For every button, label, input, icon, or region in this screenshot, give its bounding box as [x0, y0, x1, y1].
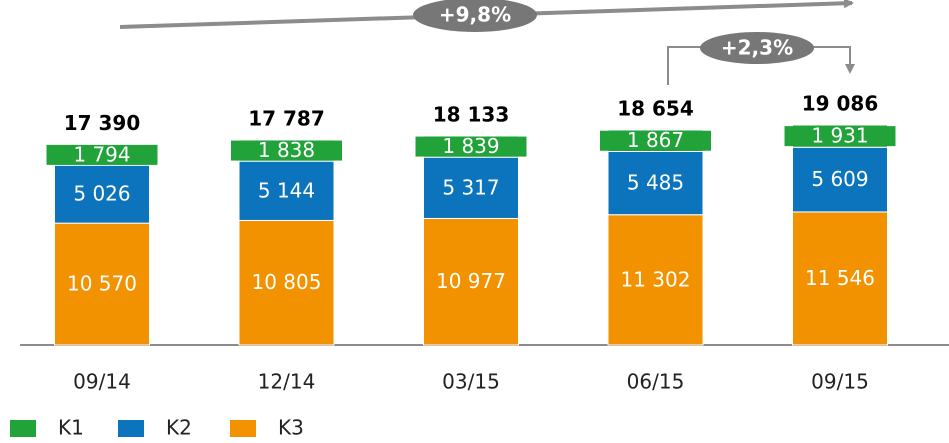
data-label: 10 805: [252, 270, 322, 294]
data-label: 1 838: [258, 138, 315, 162]
total-label: 18 654: [617, 96, 694, 120]
annotation: +2,3%: [721, 36, 793, 60]
bar-segment: [792, 211, 888, 346]
data-label: 10 977: [436, 269, 506, 293]
label-box: [231, 140, 342, 161]
data-label: 1 794: [73, 142, 130, 166]
data-label: 1 931: [811, 124, 868, 148]
annotation-bubble: [700, 32, 814, 64]
data-label: 5 026: [73, 182, 130, 206]
bar-segment: [607, 214, 704, 346]
bar-segment: [423, 156, 519, 219]
x-tick-label: 09/15: [811, 370, 869, 394]
x-tick-label: 06/15: [627, 370, 685, 394]
label-box: [415, 136, 527, 157]
x-tick-label: 12/14: [258, 370, 316, 394]
bar-segment: [238, 160, 335, 221]
legend-label: K2: [166, 416, 192, 440]
data-label: 1 839: [442, 134, 499, 158]
total-label: 18 133: [433, 102, 510, 126]
data-label: 5 317: [442, 175, 499, 199]
legend-swatch: [230, 420, 256, 437]
data-label: 11 546: [805, 266, 875, 290]
total-label: 17 787: [248, 106, 325, 130]
legend-label: K3: [278, 416, 304, 440]
data-label: 5 144: [258, 178, 315, 202]
label-box: [46, 144, 158, 165]
legend-label: K1: [58, 416, 84, 440]
x-tick-label: 09/14: [73, 370, 131, 394]
legend-swatch: [118, 420, 144, 437]
bar-segment: [607, 151, 704, 216]
data-label: 5 609: [811, 167, 868, 191]
annotation: +9,8%: [439, 3, 511, 27]
bar-segment: [423, 217, 519, 346]
data-label: 5 485: [627, 171, 684, 195]
x-tick-label: 03/15: [442, 370, 500, 394]
annotation-bubble: [413, 0, 537, 32]
total-label: 17 390: [64, 111, 141, 135]
bar-segment: [54, 164, 150, 224]
bar-segment: [238, 219, 335, 346]
data-label: 10 570: [67, 272, 137, 296]
label-box: [784, 126, 896, 147]
bar-segment: [792, 146, 888, 213]
total-label: 19 086: [802, 92, 879, 116]
data-label: 1 867: [627, 128, 684, 152]
legend-swatch: [10, 420, 36, 437]
data-label: 11 302: [621, 267, 691, 291]
label-box: [600, 130, 711, 151]
